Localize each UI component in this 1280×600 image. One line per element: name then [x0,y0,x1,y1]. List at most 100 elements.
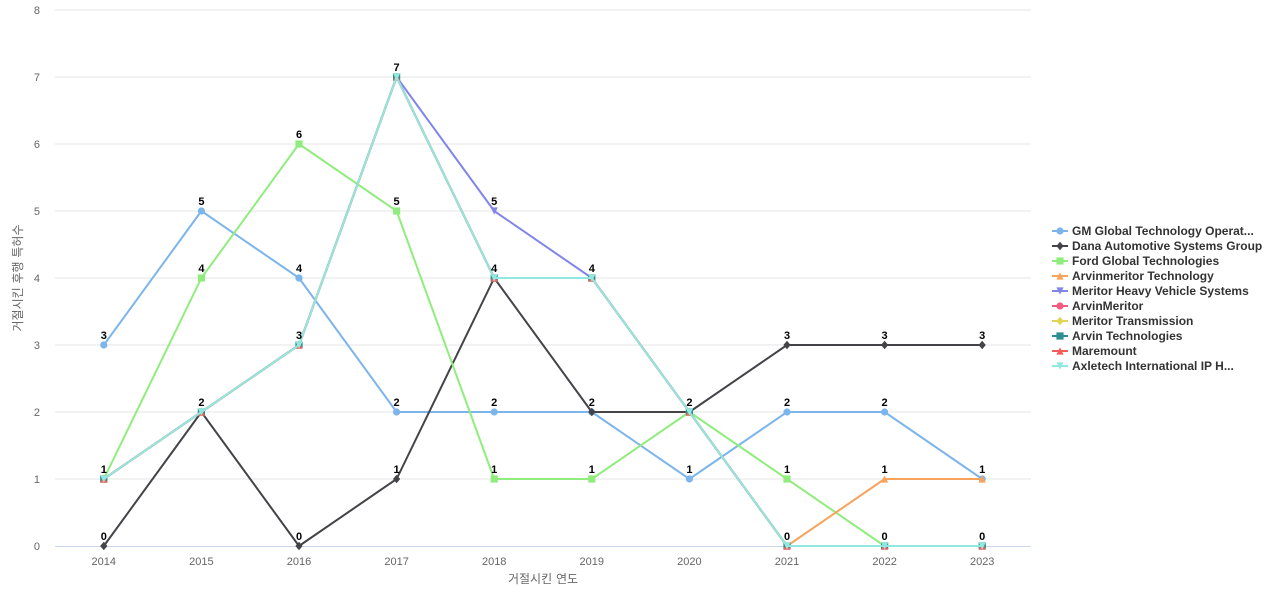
data-point [393,207,401,215]
data-point [295,140,303,148]
data-point [393,73,401,81]
data-label: 2 [198,397,204,409]
legend-item[interactable]: Arvinmeritor Technology [1052,269,1214,283]
legend-item[interactable]: Arvin Technologies [1052,329,1183,343]
legend: GM Global Technology Operat...Dana Autom… [1052,224,1262,373]
data-label: 1 [686,464,692,476]
legend-label: Maremount [1072,344,1137,358]
x-tick-label: 2023 [970,556,994,568]
data-label: 3 [979,330,985,342]
series-line [102,76,984,547]
legend-label: GM Global Technology Operat... [1072,224,1254,238]
legend-item[interactable]: Ford Global Technologies [1052,254,1219,268]
data-labels: 3 1 0 5 4 2 6 4 3 0 7 5 2 1 5 4 2 1 4 2 1 2 1 3 2 1 0 3 2 1 0 3 1 0 [101,62,986,543]
x-tick-label: 2018 [482,556,506,568]
legend-item[interactable]: Maremount [1052,344,1137,358]
data-point [393,474,401,484]
legend-marker [1056,272,1064,280]
y-tick-label: 4 [34,273,40,285]
data-point [978,542,986,550]
legend-label: ArvinMeritor [1072,299,1144,313]
data-label: 2 [589,397,595,409]
series-1 [100,207,986,483]
data-point [295,341,303,349]
series-line [102,210,984,480]
x-tick-label: 2021 [775,556,799,568]
legend-item[interactable]: Dana Automotive Systems Group [1052,239,1262,253]
series-line [102,277,984,547]
legend-marker [1056,316,1064,326]
legend-label: Meritor Heavy Vehicle Systems [1072,284,1249,298]
data-point [881,475,889,483]
y-axis-title: 거절시킨 후행 특허수 [10,225,25,332]
y-tick-label: 3 [34,340,40,352]
legend-marker [1056,332,1064,340]
data-point [490,274,498,282]
legend-item[interactable]: ArvinMeritor [1052,299,1144,313]
data-point [588,407,596,417]
data-label: 7 [394,62,400,74]
data-label: 2 [882,397,888,409]
y-tick-label: 1 [34,474,40,486]
legend-marker [1056,257,1064,265]
data-point [588,475,596,483]
data-label: 3 [784,330,790,342]
data-point [100,341,108,349]
data-label: 1 [491,464,497,476]
data-label: 1 [784,464,790,476]
data-label: 2 [686,397,692,409]
y-tick-label: 5 [34,206,40,218]
data-label: 5 [394,196,400,208]
data-point [881,408,889,416]
data-label: 1 [882,464,888,476]
x-tick-label: 2015 [189,556,213,568]
legend-label: Arvin Technologies [1072,329,1183,343]
y-tick-label: 6 [34,139,40,151]
legend-label: Arvinmeritor Technology [1072,269,1214,283]
legend-label: Meritor Transmission [1072,314,1193,328]
data-point [881,542,889,550]
data-point [197,207,205,215]
data-label: 1 [589,464,595,476]
legend-item[interactable]: Meritor Heavy Vehicle Systems [1052,284,1249,298]
data-label: 0 [296,531,302,543]
data-point [393,408,401,416]
x-tick-label: 2019 [580,556,604,568]
data-label: 3 [101,330,107,342]
data-point [490,475,498,483]
series-line [102,76,984,547]
legend-item[interactable]: Axletech International IP H... [1052,359,1234,373]
x-tick-label: 2022 [872,556,896,568]
data-label: 1 [394,464,400,476]
y-tick-label: 8 [34,5,40,17]
legend-marker [1056,227,1064,235]
data-point [295,274,303,282]
data-label: 0 [784,531,790,543]
y-tick-label: 7 [34,72,40,84]
data-point [295,541,303,551]
data-label: 4 [198,263,205,275]
series-line [102,76,984,547]
series-10 [100,73,986,550]
legend-item[interactable]: Meritor Transmission [1052,314,1193,328]
x-tick-label: 2017 [384,556,408,568]
data-label: 5 [491,196,497,208]
data-point [685,408,693,416]
data-point [100,541,108,551]
x-tick-label: 2020 [677,556,701,568]
series-line [102,76,984,547]
data-point [783,340,791,350]
data-point [685,475,694,483]
legend-label: Dana Automotive Systems Group [1072,239,1262,253]
x-axis-title: 거절시킨 연도 [508,572,578,586]
legend-item[interactable]: GM Global Technology Operat... [1052,224,1254,238]
data-label: 0 [101,531,107,543]
data-label: 2 [784,397,790,409]
data-label: 6 [296,129,302,141]
data-point [783,542,791,550]
data-point [490,207,498,215]
data-point [978,340,986,350]
data-label: 2 [394,397,400,409]
legend-marker [1056,302,1064,310]
